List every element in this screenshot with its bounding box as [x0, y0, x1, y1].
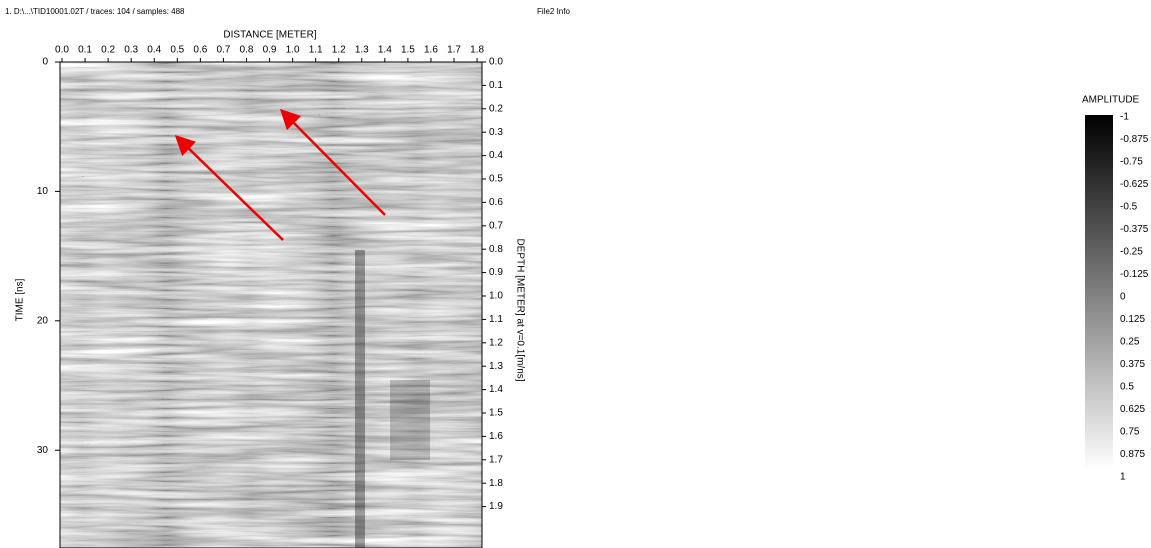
right-tick-label: 1.0 — [489, 291, 503, 302]
x-tick-label: 0.6 — [193, 45, 207, 56]
right-tick-label: 0.4 — [489, 150, 503, 161]
panel-title: File2 Info — [537, 7, 570, 16]
left-tick-label: 0 — [42, 57, 48, 68]
colorbar-tick-label: -0.625 — [1120, 179, 1149, 190]
radargram-image — [60, 62, 482, 548]
annotation-arrow — [279, 108, 386, 216]
x-tick-label: 1.5 — [401, 45, 415, 56]
left-axis-title: TIME [ns] — [15, 278, 26, 321]
colorbar-tick-label: -0.75 — [1120, 157, 1143, 168]
plot-frame — [59, 61, 483, 548]
colorbar-tick-label: 0.875 — [1120, 449, 1145, 460]
left-tick-label: 10 — [37, 186, 49, 197]
x-tick-label: 1.6 — [424, 45, 438, 56]
right-tick-label: 0.1 — [489, 80, 503, 91]
colorbar-tick-label: 0.25 — [1120, 337, 1140, 348]
x-tick-label: 1.7 — [447, 45, 461, 56]
x-tick-label: 1.2 — [332, 45, 346, 56]
right-tick-label: 0.7 — [489, 220, 503, 231]
x-axis-title: DISTANCE [METER] — [223, 30, 316, 41]
right-tick-label: 0.6 — [489, 197, 503, 208]
annotation-arrow — [174, 135, 284, 241]
x-tick-label: 1.3 — [355, 45, 369, 56]
left-tick-label: 20 — [37, 315, 49, 326]
x-tick-label: 1.1 — [309, 45, 323, 56]
x-tick-label: 0.7 — [216, 45, 230, 56]
colorbar-tick-label: -0.25 — [1120, 247, 1143, 258]
colorbar-tick-label: 0.75 — [1120, 427, 1140, 438]
x-tick-label: 0.8 — [240, 45, 254, 56]
colorbar — [1085, 115, 1113, 470]
right-tick-label: 0.8 — [489, 244, 503, 255]
right-tick-label: 1.1 — [489, 314, 503, 325]
right-tick-label: 0.0 — [489, 57, 503, 68]
colorbar-tick-label: -0.125 — [1120, 269, 1149, 280]
colorbar-tick-label: 0.125 — [1120, 314, 1145, 325]
colorbar-tick-label: 0 — [1120, 292, 1126, 303]
colorbar-tick-label: 1 — [1120, 472, 1126, 483]
x-tick-label: 1.0 — [286, 45, 300, 56]
x-tick-label: 0.1 — [78, 45, 92, 56]
colorbar-title: AMPLITUDE — [1082, 95, 1140, 106]
right-tick-label: 0.5 — [489, 174, 503, 185]
x-tick-label: 0.3 — [124, 45, 138, 56]
x-tick-label: 0.9 — [263, 45, 277, 56]
right-tick-label: 0.2 — [489, 103, 503, 114]
right-tick-label: 1.7 — [489, 454, 503, 465]
colorbar-tick-label: 0.375 — [1120, 359, 1145, 370]
x-tick-label: 1.4 — [378, 45, 392, 56]
right-tick-label: 0.9 — [489, 267, 503, 278]
x-tick-label: 0.2 — [101, 45, 115, 56]
colorbar-tick-label: -0.5 — [1120, 202, 1138, 213]
colorbar-tick-label: -0.875 — [1120, 134, 1149, 145]
colorbar-tick-label: 0.625 — [1120, 404, 1145, 415]
right-tick-label: 1.2 — [489, 337, 503, 348]
right-tick-label: 1.4 — [489, 384, 503, 395]
colorbar-tick-label: -0.375 — [1120, 224, 1149, 235]
x-tick-label: 0.4 — [147, 45, 161, 56]
file-info: 1. D:\...\TID10001.02T / traces: 104 / s… — [5, 7, 185, 16]
right-tick-label: 1.3 — [489, 361, 503, 372]
colorbar-tick-label: 0.5 — [1120, 382, 1134, 393]
right-tick-label: 1.9 — [489, 501, 503, 512]
right-tick-label: 1.8 — [489, 478, 503, 489]
right-tick-label: 1.5 — [489, 408, 503, 419]
right-axis-title: DEPTH [METER] at v=0.1[m/ns] — [514, 238, 525, 381]
x-tick-label: 1.8 — [470, 45, 484, 56]
x-tick-label: 0.0 — [55, 45, 69, 56]
right-tick-label: 0.3 — [489, 127, 503, 138]
colorbar-tick-label: -1 — [1120, 112, 1129, 123]
left-tick-label: 30 — [37, 445, 49, 456]
x-tick-label: 0.5 — [170, 45, 184, 56]
right-tick-label: 1.6 — [489, 431, 503, 442]
